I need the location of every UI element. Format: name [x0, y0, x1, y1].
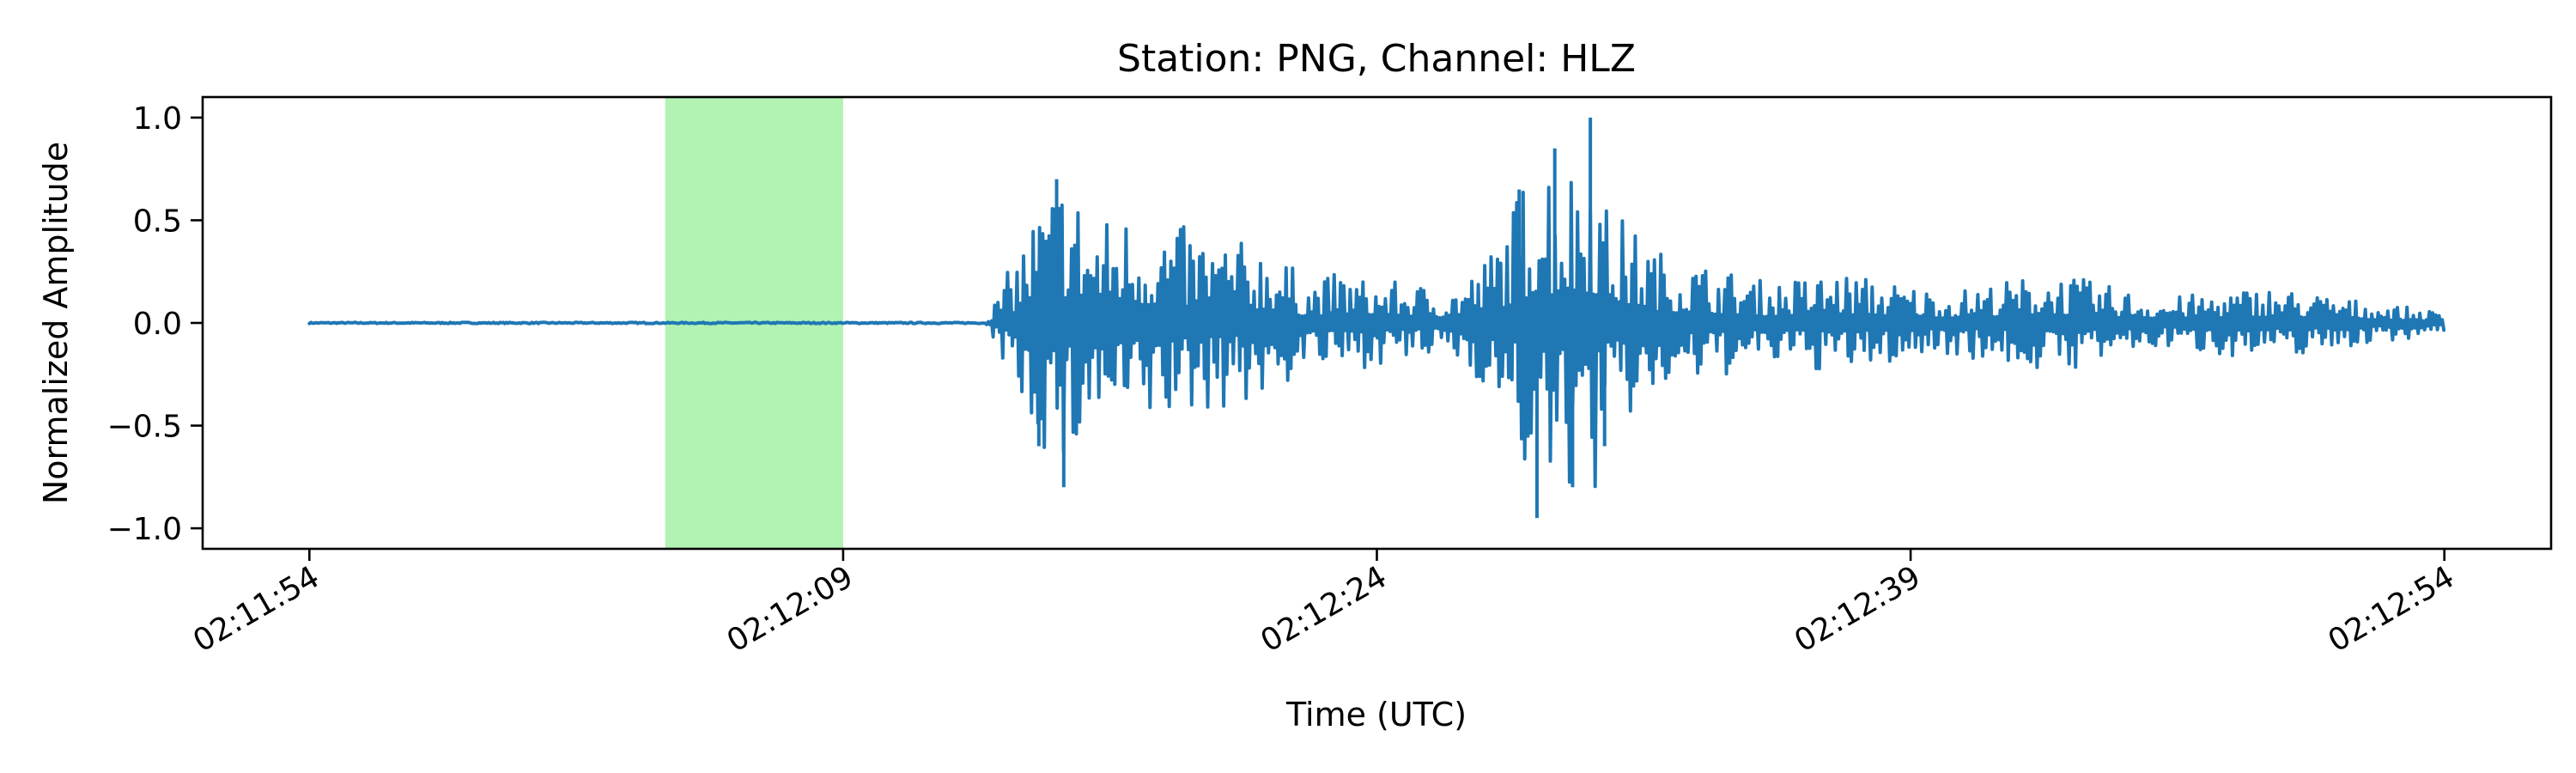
- y-tick-label: 0.5: [133, 204, 182, 239]
- trace-layer: [307, 117, 2446, 519]
- y-tick-label: 1.0: [133, 101, 182, 137]
- y-tick-label: −1.0: [107, 512, 182, 547]
- waveform-trace: [307, 180, 2446, 489]
- y-axis-label: Normalized Amplitude: [37, 142, 75, 504]
- y-tick-label: 0.0: [133, 307, 182, 342]
- x-axis-label: Time (UTC): [1285, 696, 1467, 733]
- y-tick-label: −0.5: [107, 410, 182, 445]
- chart-title: Station: PNG, Channel: HLZ: [1117, 37, 1636, 81]
- y-axis: 1.0 0.5 0.0 −0.5 −1.0: [107, 101, 203, 547]
